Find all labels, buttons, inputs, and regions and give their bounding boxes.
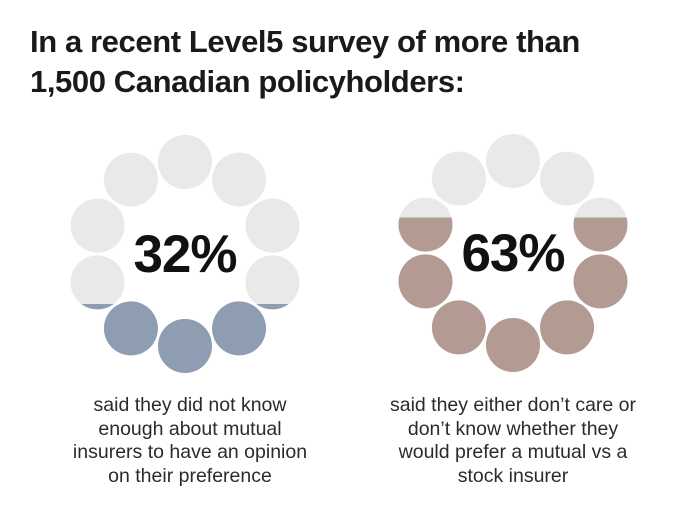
ring-dot-empty — [245, 255, 300, 310]
caption-line: stock insurer — [457, 464, 569, 487]
caption-line: insurers to have an opinion — [72, 441, 308, 463]
chart-caption-left: said they did not know enough about mutu… — [40, 394, 340, 488]
ring-dot-empty — [245, 198, 300, 253]
ring-dot-filled — [212, 301, 267, 356]
ring-dot-filled — [486, 318, 540, 372]
ring-dot-empty — [70, 255, 125, 310]
ring-dot-filled — [256, 304, 289, 310]
page-title: In a recent Level5 survey of more than 1… — [30, 22, 680, 102]
ring-dot-empty — [431, 151, 486, 206]
caption-line: said they did not know — [93, 394, 287, 416]
caption-line: said they either don’t care or — [389, 394, 637, 416]
ring-dot-empty — [158, 135, 212, 189]
percent-label: 63% — [461, 223, 565, 283]
percent-label: 32% — [133, 224, 237, 284]
ring-dot-empty — [70, 198, 125, 253]
ring-dot-filled — [103, 301, 158, 356]
ring-dot-empty — [103, 152, 158, 207]
ring-dot-filled — [398, 217, 453, 252]
dot-ring-svg — [398, 134, 628, 372]
caption-line: enough about mutual — [98, 417, 282, 440]
dot-ring-chart-preference-care: 63% — [393, 133, 633, 373]
ring-dot-filled — [431, 300, 486, 355]
caption-line: don’t know whether they — [407, 417, 619, 440]
ring-dot-filled — [573, 254, 628, 309]
caption-line: would prefer a mutual vs a — [398, 441, 628, 463]
title-line-1: In a recent Level5 survey of more than — [30, 24, 580, 59]
ring-dot-filled — [158, 319, 212, 373]
dot-ring-svg — [70, 135, 300, 373]
ring-dot-empty — [540, 151, 595, 206]
ring-dot-filled — [398, 254, 453, 309]
ring-dot-filled — [540, 300, 595, 355]
ring-dot-empty — [486, 134, 540, 188]
ring-dot-empty — [212, 152, 267, 207]
ring-dot-filled — [573, 217, 628, 252]
title-line-2: 1,500 Canadian policyholders: — [30, 64, 465, 99]
chart-caption-right: said they either don’t care or don’t kno… — [363, 394, 663, 488]
ring-dot-filled — [81, 304, 114, 310]
dot-ring-chart-mutual-opinion: 32% — [65, 134, 305, 374]
caption-line: on their preference — [108, 464, 272, 487]
